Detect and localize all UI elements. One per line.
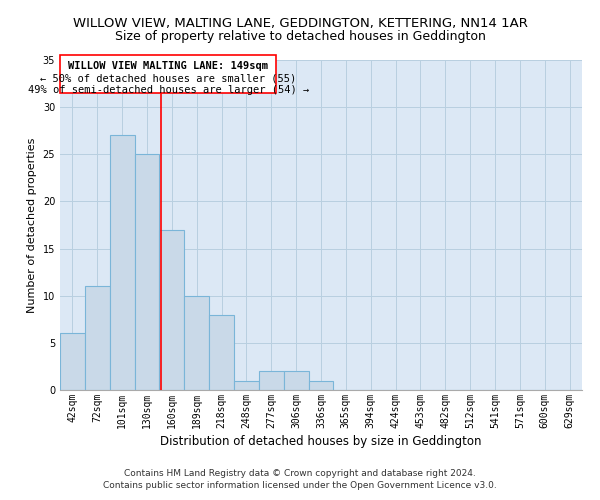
- Bar: [184, 296, 209, 390]
- Bar: [259, 371, 284, 390]
- Bar: [134, 154, 160, 390]
- Text: Size of property relative to detached houses in Geddington: Size of property relative to detached ho…: [115, 30, 485, 43]
- Text: Contains public sector information licensed under the Open Government Licence v3: Contains public sector information licen…: [103, 481, 497, 490]
- Y-axis label: Number of detached properties: Number of detached properties: [27, 138, 37, 312]
- Bar: [284, 371, 308, 390]
- Text: Contains HM Land Registry data © Crown copyright and database right 2024.: Contains HM Land Registry data © Crown c…: [124, 468, 476, 477]
- Bar: [160, 230, 184, 390]
- Text: WILLOW VIEW MALTING LANE: 149sqm: WILLOW VIEW MALTING LANE: 149sqm: [68, 61, 268, 71]
- Text: ← 50% of detached houses are smaller (55): ← 50% of detached houses are smaller (55…: [40, 73, 296, 83]
- Bar: [60, 334, 85, 390]
- Text: 49% of semi-detached houses are larger (54) →: 49% of semi-detached houses are larger (…: [28, 86, 309, 96]
- Bar: [85, 286, 110, 390]
- FancyBboxPatch shape: [60, 56, 276, 93]
- Text: WILLOW VIEW, MALTING LANE, GEDDINGTON, KETTERING, NN14 1AR: WILLOW VIEW, MALTING LANE, GEDDINGTON, K…: [73, 18, 527, 30]
- X-axis label: Distribution of detached houses by size in Geddington: Distribution of detached houses by size …: [160, 435, 482, 448]
- Bar: [308, 380, 334, 390]
- Bar: [209, 314, 234, 390]
- Bar: [110, 136, 134, 390]
- Bar: [234, 380, 259, 390]
